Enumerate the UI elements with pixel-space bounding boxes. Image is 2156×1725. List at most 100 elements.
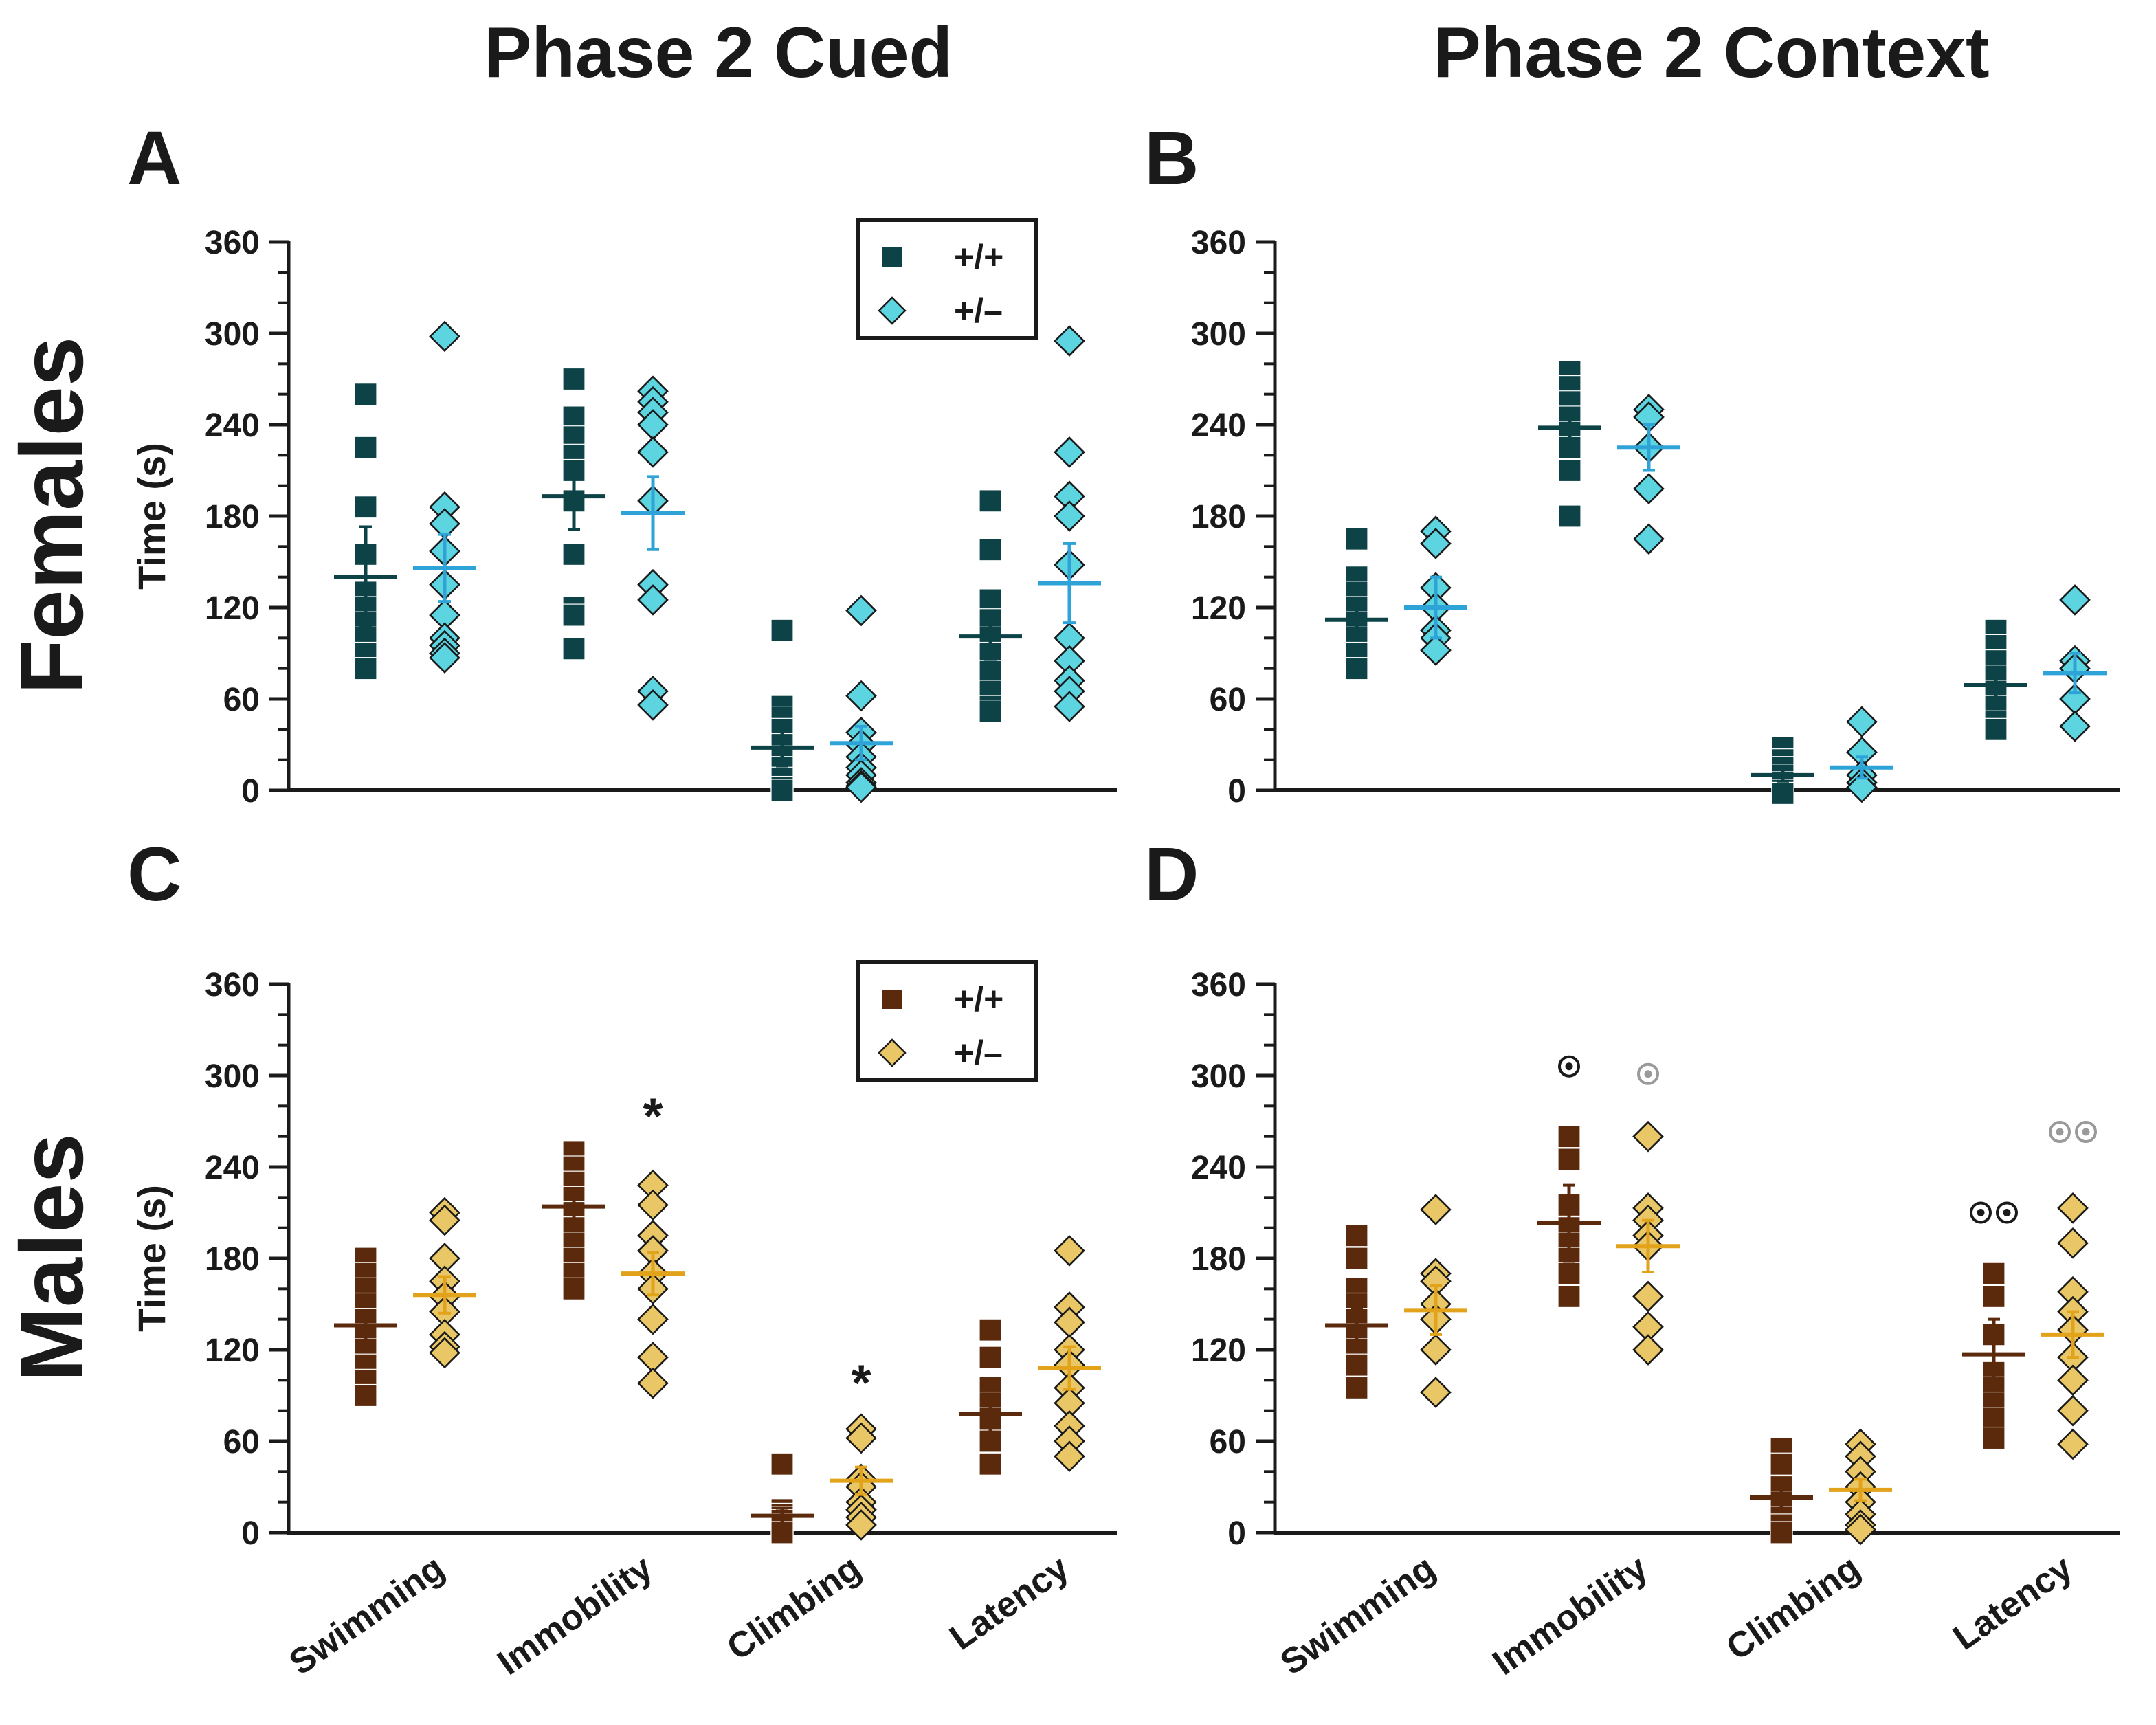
- x-tick-label: Immobility: [491, 1548, 660, 1683]
- data-point-diamond: [1054, 1440, 1085, 1473]
- panel-c-chart: 0 60 120 180 240 300 360 Time (s) Swimming Immobi…: [130, 960, 1117, 1683]
- data-point-square: [1557, 1262, 1581, 1285]
- y-tick-label: 240: [1191, 1150, 1246, 1186]
- data-point-square: [1982, 1262, 2005, 1285]
- panel-letter-a: A: [127, 116, 181, 201]
- legend-label: +/+: [954, 980, 1003, 1019]
- data-point-diamond: [1632, 1334, 1664, 1366]
- y-tick-label: 0: [241, 1515, 260, 1552]
- data-point-diamond: [1054, 436, 1085, 468]
- data-point-square: [1558, 458, 1581, 482]
- data-point-diamond: [429, 1337, 460, 1369]
- data-point-diamond: [1633, 473, 1665, 504]
- legend-marker-diamond: [878, 1038, 907, 1067]
- data-point-diamond: [2057, 1227, 2089, 1259]
- data-point-diamond: [637, 1303, 669, 1335]
- significance-star: *: [852, 1354, 871, 1411]
- y-tick-label: 300: [205, 1058, 260, 1095]
- y-tick-label: 0: [241, 773, 260, 810]
- data-point-square: [354, 383, 377, 406]
- y-axis-label: Time (s): [130, 1185, 173, 1332]
- data-point-diamond: [1420, 634, 1452, 666]
- panel-letter-d: D: [1144, 832, 1199, 917]
- data-point-diamond: [1054, 325, 1085, 357]
- data-point-square: [1345, 1224, 1368, 1247]
- data-point-diamond: [1846, 706, 1878, 738]
- y-tick-label: 180: [205, 1241, 260, 1278]
- y-tick-label: 0: [1227, 773, 1246, 810]
- data-point-square: [979, 588, 1002, 612]
- y-tick-label: 360: [205, 967, 260, 1003]
- data-point-diamond: [1054, 691, 1085, 722]
- data-point-square: [979, 489, 1002, 513]
- data-point-diamond: [845, 594, 877, 627]
- data-point-diamond: [1632, 1120, 1664, 1153]
- y-tick-label: 120: [1191, 1333, 1246, 1369]
- data-point-diamond: [637, 436, 669, 468]
- y-tick-label: 300: [1191, 316, 1246, 353]
- data-point-diamond: [2057, 1428, 2089, 1460]
- data-point-square: [1345, 1353, 1368, 1377]
- data-point-square: [1557, 1148, 1581, 1171]
- significance-star: *: [643, 1087, 663, 1144]
- panel-b-chart: 0 60 120 180 240 300 360: [1191, 225, 2120, 810]
- data-point-square: [1345, 657, 1368, 680]
- data-point-square: [1982, 1407, 2005, 1430]
- y-tick-label: 240: [205, 408, 260, 444]
- row-title-males: Males: [1, 1133, 102, 1381]
- data-point-diamond: [1633, 523, 1665, 555]
- row-title-females: Females: [1, 337, 102, 694]
- y-tick-label: 60: [1210, 682, 1246, 718]
- data-point-square: [562, 1277, 586, 1300]
- data-point-square: [979, 1452, 1002, 1476]
- y-tick-label: 300: [1191, 1058, 1246, 1095]
- data-point-diamond: [1420, 1334, 1452, 1366]
- data-point-square: [770, 1521, 794, 1544]
- data-point-square: [1345, 527, 1368, 550]
- data-point-diamond: [845, 771, 877, 803]
- legend-box: [856, 960, 1038, 1082]
- data-point-square: [354, 1383, 377, 1407]
- data-point-square: [979, 1318, 1002, 1342]
- panel-letter-c: C: [127, 832, 181, 917]
- legend-label: +/–: [954, 291, 1003, 330]
- significance-circle-dot: [2082, 1128, 2090, 1136]
- y-axis-label: Time (s): [130, 443, 173, 590]
- significance-circle-dot: [2056, 1128, 2064, 1136]
- y-tick-label: 60: [223, 682, 260, 718]
- data-point-square: [1770, 1452, 1793, 1476]
- legend-box: [856, 218, 1038, 340]
- y-tick-label: 360: [1191, 225, 1246, 261]
- data-point-diamond: [1420, 1377, 1452, 1408]
- data-point-square: [1984, 717, 2008, 741]
- column-title-context: Phase 2 Context: [1433, 13, 1989, 93]
- data-point-diamond: [845, 680, 877, 712]
- y-tick-label: 300: [205, 316, 260, 353]
- y-tick-label: 180: [205, 499, 260, 535]
- x-tick-label: Climbing: [720, 1548, 867, 1668]
- data-point-diamond: [637, 1342, 669, 1373]
- data-point-diamond: [1632, 1280, 1664, 1313]
- data-point-square: [1557, 1284, 1581, 1309]
- data-point-square: [562, 603, 586, 627]
- significance-circle-dot: [1977, 1209, 1985, 1216]
- data-point-square: [1558, 504, 1581, 528]
- data-point-diamond: [1846, 771, 1878, 803]
- legend-marker-square: [882, 990, 902, 1009]
- data-point-square: [1771, 781, 1794, 805]
- data-point-square: [562, 542, 586, 566]
- data-point-square: [354, 436, 377, 459]
- data-point-diamond: [637, 689, 669, 721]
- data-point-diamond: [2057, 1192, 2089, 1224]
- data-point-square: [770, 1452, 794, 1476]
- data-point-diamond: [845, 1422, 877, 1454]
- x-tick-label: Climbing: [1719, 1548, 1867, 1668]
- data-point-diamond: [429, 1204, 460, 1236]
- data-point-square: [1557, 1125, 1581, 1148]
- y-tick-label: 120: [205, 590, 260, 627]
- panel-d-chart: 0 60 120 180 240 300 360 Swimming Immobility Clim…: [1191, 967, 2120, 1683]
- data-point-diamond: [637, 1189, 669, 1221]
- y-tick-label: 60: [223, 1424, 260, 1460]
- data-point-square: [562, 367, 586, 391]
